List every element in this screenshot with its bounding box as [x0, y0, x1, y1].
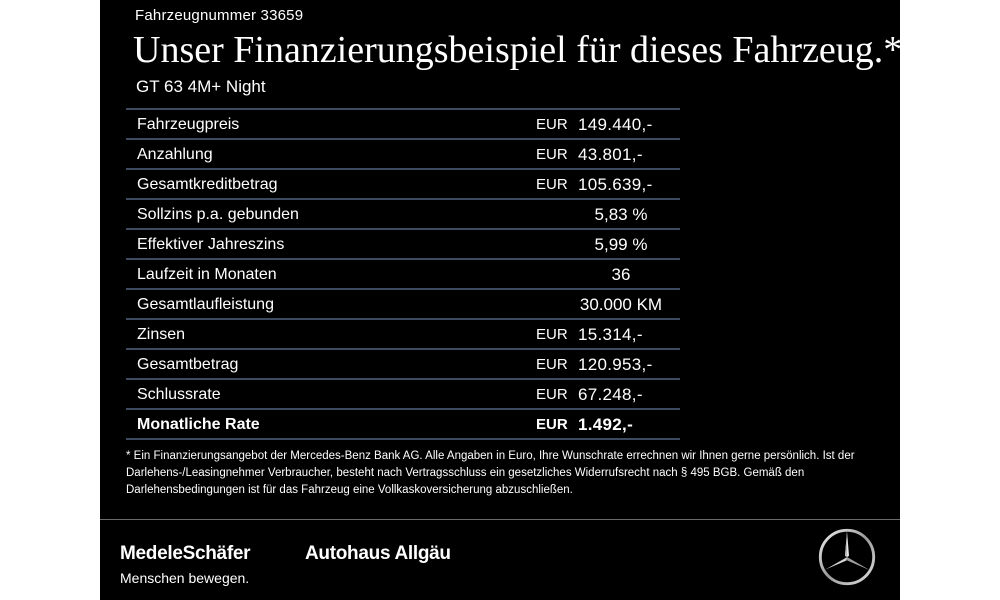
financing-table: Fahrzeugpreis EUR 149.440,- Anzahlung EU… — [126, 108, 680, 440]
row-value: 5,99 % — [594, 235, 648, 254]
row-value: 30.000 KM — [579, 295, 663, 314]
table-row: Schlussrate EUR 67.248,- — [126, 380, 680, 410]
dealer-logo-autohaus-allgaeu: Autohaus Allgäu — [305, 543, 451, 564]
financing-panel: Fahrzeugnummer 33659 Unser Finanzierungs… — [100, 0, 900, 600]
row-value: 5,83 % — [594, 205, 648, 224]
row-value: 120.953,- — [578, 355, 653, 374]
row-label: Zinsen — [137, 326, 186, 343]
dealer-slogan: Menschen bewegen. — [120, 570, 250, 586]
row-label: Schlussrate — [137, 386, 221, 403]
row-label: Sollzins p.a. gebunden — [137, 206, 299, 223]
table-row: Fahrzeugpreis EUR 149.440,- — [126, 110, 680, 140]
footer-divider — [100, 519, 900, 520]
mercedes-star-icon — [818, 528, 876, 586]
row-currency: EUR — [536, 326, 568, 343]
row-label: Gesamtlaufleistung — [137, 296, 274, 313]
table-row: Gesamtlaufleistung 30.000 KM — [126, 290, 680, 320]
row-value: 1.492,- — [578, 415, 634, 434]
table-row: Zinsen EUR 15.314,- — [126, 320, 680, 350]
row-value: 105.639,- — [578, 175, 653, 194]
row-label: Fahrzeugpreis — [137, 116, 240, 133]
table-row: Effektiver Jahreszins 5,99 % — [126, 230, 680, 260]
row-label: Anzahlung — [137, 146, 213, 163]
row-label: Gesamtkreditbetrag — [137, 176, 278, 193]
row-value: 43.801,- — [578, 145, 643, 164]
row-label: Effektiver Jahreszins — [137, 236, 285, 253]
row-currency: EUR — [536, 176, 568, 193]
table-row: Sollzins p.a. gebunden 5,83 % — [126, 200, 680, 230]
footnote: * Ein Finanzierungsangebot der Mercedes-… — [126, 450, 855, 496]
row-value: 67.248,- — [578, 385, 643, 404]
row-currency: EUR — [536, 386, 568, 403]
table-row-monthly-rate: Monatliche Rate EUR 1.492,- — [126, 410, 680, 440]
table-row: Anzahlung EUR 43.801,- — [126, 140, 680, 170]
headline: Unser Finanzierungsbeispiel für dieses F… — [133, 29, 900, 71]
row-currency: EUR — [536, 416, 568, 433]
table-row: Laufzeit in Monaten 36 — [126, 260, 680, 290]
row-currency: EUR — [536, 356, 568, 373]
dealer-logo-medeleschaefer: MedeleSchäfer — [120, 543, 251, 564]
model-name: GT 63 4M+ Night — [136, 77, 266, 96]
row-currency: EUR — [536, 116, 568, 133]
row-label: Monatliche Rate — [137, 416, 260, 433]
row-value: 149.440,- — [578, 115, 653, 134]
row-value: 15.314,- — [578, 325, 643, 344]
table-row: Gesamtbetrag EUR 120.953,- — [126, 350, 680, 380]
vehicle-number: Fahrzeugnummer 33659 — [135, 7, 304, 24]
table-row: Gesamtkreditbetrag EUR 105.639,- — [126, 170, 680, 200]
row-value: 36 — [611, 265, 631, 284]
row-currency: EUR — [536, 146, 568, 163]
row-label: Gesamtbetrag — [137, 356, 239, 373]
row-label: Laufzeit in Monaten — [137, 266, 277, 283]
